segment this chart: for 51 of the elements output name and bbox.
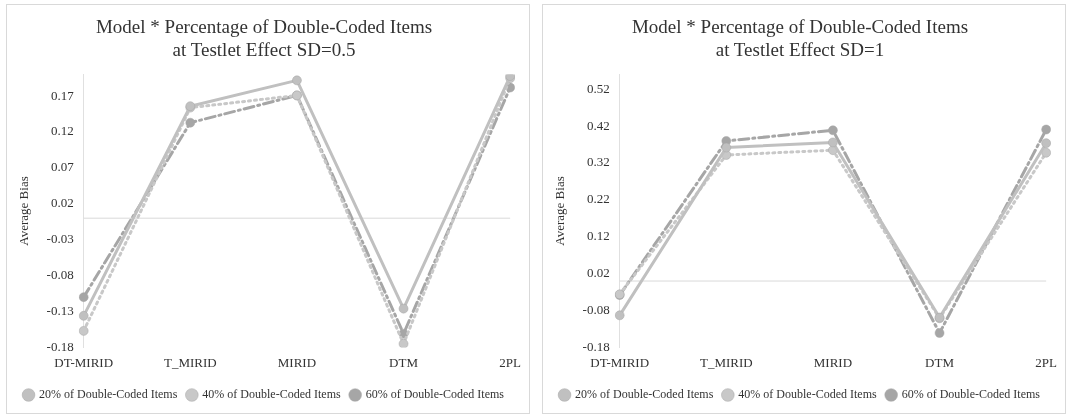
y-tick-label: 0.22 xyxy=(586,191,610,207)
legend-label: 40% of Double-Coded Items xyxy=(202,387,341,402)
x-tick-label: MIRID xyxy=(277,354,317,370)
legend-label: 40% of Double-Coded Items xyxy=(738,387,877,402)
y-tick-label: -0.08 xyxy=(582,301,610,317)
point xyxy=(1041,124,1051,135)
point xyxy=(614,310,625,321)
point xyxy=(828,125,838,136)
point xyxy=(78,326,89,336)
point xyxy=(292,75,302,86)
x-tick-label: DT-MIRID xyxy=(590,354,650,370)
legend-label: 60% of Double-Coded Items xyxy=(901,387,1041,402)
y-tick-label: 0.07 xyxy=(50,159,75,175)
y-tick-label: 0.12 xyxy=(50,123,74,139)
x-tick-label: 2PL xyxy=(499,354,522,370)
y-tick-label: -0.18 xyxy=(46,338,74,354)
y-tick-label: 0.52 xyxy=(586,80,610,96)
y-tick-label: -0.18 xyxy=(582,338,610,354)
y-axis-title: Average Bias xyxy=(16,176,32,246)
y-tick-label: 0.02 xyxy=(50,195,74,211)
point xyxy=(78,292,89,302)
x-tick-label: DTM xyxy=(389,354,419,370)
y-tick-label: 0.32 xyxy=(586,154,610,170)
y-tick-label: 0.42 xyxy=(586,117,610,133)
legend-label: 20% of Double-Coded Items xyxy=(575,387,714,402)
y-tick-label: -0.08 xyxy=(46,267,74,283)
point xyxy=(78,311,89,321)
point xyxy=(828,137,838,148)
legend-label: 20% of Double-Coded Items xyxy=(39,387,178,402)
y-tick-label: 0.17 xyxy=(50,87,75,103)
x-tick-label: T_MIRID xyxy=(699,354,753,370)
point xyxy=(1041,148,1051,158)
x-tick-label: DT-MIRID xyxy=(54,354,114,370)
point xyxy=(1041,138,1051,148)
point xyxy=(185,117,196,128)
legend-label: 60% of Double-Coded Items xyxy=(365,387,505,402)
y-tick-label: -0.03 xyxy=(46,231,74,247)
chart-title: Model * Percentage of Double-Coded Items at Testlet Effect SD=0.5 xyxy=(95,16,433,61)
x-tick-label: MIRID xyxy=(813,354,853,370)
point xyxy=(398,339,409,348)
point xyxy=(398,303,409,314)
point xyxy=(934,328,945,338)
x-tick-label: DTM xyxy=(925,354,955,370)
x-tick-label: T_MIRID xyxy=(163,354,217,370)
chart-title: Model * Percentage of Double-Coded Items at Testlet Effect SD=1 xyxy=(631,16,969,61)
point xyxy=(721,142,732,153)
y-tick-label: 0.12 xyxy=(586,228,610,244)
y-tick-label: -0.13 xyxy=(46,302,74,318)
y-axis-title: Average Bias xyxy=(552,176,568,246)
x-tick-label: 2PL xyxy=(1035,354,1058,370)
y-tick-label: 0.02 xyxy=(586,265,610,281)
